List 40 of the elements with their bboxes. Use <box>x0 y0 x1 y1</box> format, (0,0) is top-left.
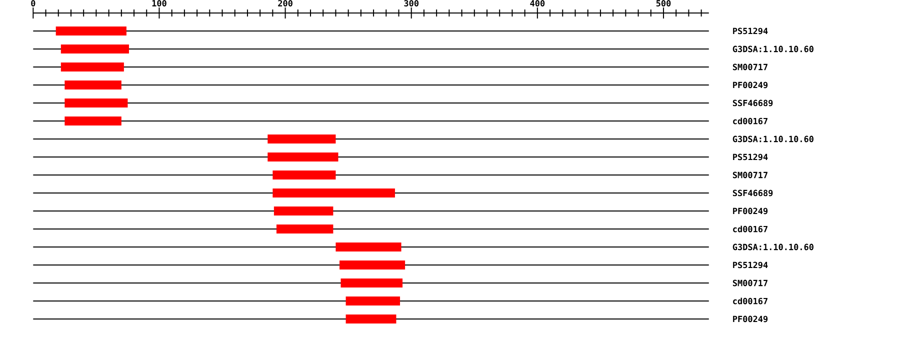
bar <box>340 278 403 288</box>
bar <box>268 152 338 162</box>
bar <box>346 296 400 306</box>
bar <box>346 314 396 324</box>
y-tick-label: PF00249 <box>733 82 768 88</box>
y-tick-label: SSF46689 <box>732 190 773 196</box>
x-tick-label: 400 <box>530 0 545 6</box>
bar <box>60 44 129 54</box>
bar <box>272 188 395 198</box>
x-tick-label: 200 <box>278 0 292 6</box>
y-tick-label: SM00717 <box>732 280 768 286</box>
bar <box>276 224 334 234</box>
x-tick-label: 100 <box>152 0 166 6</box>
y-tick-label: G3DSA:1.10.10.60 <box>732 136 814 142</box>
y-tick-label: cd00167 <box>733 226 768 232</box>
y-tick-label: PS51294 <box>733 262 768 268</box>
bar <box>60 62 124 72</box>
y-tick-label: G3DSA:1.10.10.60 <box>732 244 814 250</box>
x-tick-label: 500 <box>656 0 671 6</box>
y-tick-label: SSF46689 <box>732 100 773 106</box>
bar <box>268 134 336 144</box>
x-tick-label: 300 <box>404 0 418 6</box>
y-tick-label: PS51294 <box>733 154 768 160</box>
bar <box>64 116 122 126</box>
bar <box>272 170 336 180</box>
bar <box>340 260 406 270</box>
bar <box>336 242 402 252</box>
y-tick-label: SM00717 <box>732 64 768 70</box>
bar <box>64 98 128 108</box>
y-tick-label: G3DSA:1.10.10.60 <box>732 46 814 52</box>
x-tick-label: 0 <box>31 0 36 6</box>
bar <box>56 26 126 36</box>
y-tick-label: PF00249 <box>733 316 768 322</box>
y-tick-label: cd00167 <box>733 118 768 124</box>
y-tick-label: PS51294 <box>733 28 768 34</box>
y-tick-label: cd00167 <box>733 298 768 304</box>
y-tick-label: SM00717 <box>732 172 768 178</box>
bar <box>64 80 122 90</box>
bar <box>274 206 334 216</box>
y-tick-label: PF00249 <box>733 208 768 214</box>
